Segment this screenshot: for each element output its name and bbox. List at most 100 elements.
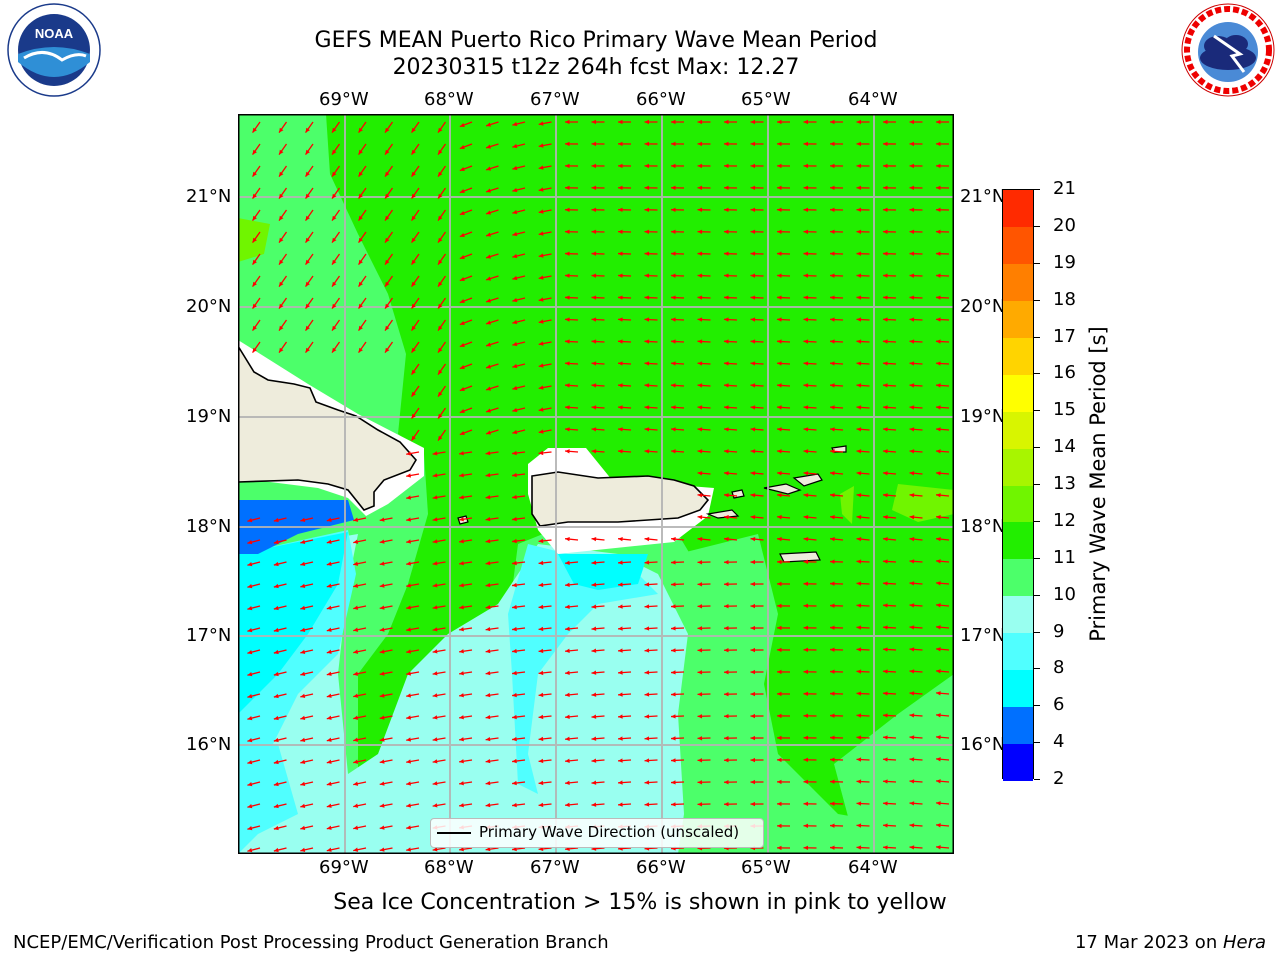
wave-arrow-head <box>750 185 756 191</box>
wave-arrow-head <box>565 229 570 234</box>
wave-arrow-head <box>512 714 517 720</box>
wave-arrow-head <box>411 391 416 397</box>
wave-arrow-head <box>485 692 491 698</box>
wave-arrow-head <box>565 427 570 432</box>
wave-arrow-head <box>485 626 491 632</box>
wave-arrow-head <box>273 803 279 809</box>
wave-arrow-head <box>830 625 835 630</box>
wave-arrow-head <box>697 670 703 675</box>
wave-arrow-head <box>565 251 570 256</box>
wave-arrow-head <box>591 273 597 278</box>
wave-arrow-head <box>803 669 809 675</box>
wave-arrow-head <box>777 163 782 169</box>
wave-arrow-head <box>909 207 915 212</box>
wave-arrow-head <box>724 581 729 587</box>
wave-arrow-head <box>697 536 703 542</box>
wave-arrow-head <box>883 163 888 169</box>
colorbar-tick-mark <box>1034 299 1040 301</box>
wave-arrow-head <box>750 427 756 432</box>
wave-arrow-head <box>538 450 544 456</box>
field-8-9-sw <box>238 744 298 854</box>
wave-arrow-head <box>777 581 782 587</box>
wave-arrow-head <box>332 281 337 287</box>
wave-arrow-head <box>512 802 517 808</box>
wave-arrow-head <box>358 215 363 221</box>
wave-arrow-head <box>777 603 782 609</box>
wave-arrow-head <box>644 648 650 653</box>
wave-arrow-head <box>671 758 676 763</box>
wave-arrow-head <box>512 758 517 764</box>
wave-arrow-head <box>485 494 491 500</box>
wave-arrow-head <box>252 193 257 199</box>
wave-arrow-head <box>485 472 491 478</box>
wave-arrow-head <box>856 295 862 300</box>
wave-arrow-head <box>538 780 544 786</box>
wave-arrow-head <box>856 515 862 520</box>
wave-arrow-head <box>644 141 650 147</box>
wave-arrow-head <box>486 386 492 391</box>
wave-arrow-head <box>883 207 888 212</box>
wave-arrow-head <box>777 493 782 498</box>
field-6-8-west <box>238 532 348 714</box>
wave-arrow-head <box>353 561 359 566</box>
wave-arrow-head <box>856 317 862 322</box>
wave-arrow-head <box>565 648 570 653</box>
wave-arrow-head <box>697 295 703 300</box>
wave-arrow-head <box>459 144 465 150</box>
colorbar-label: Primary Wave Mean Period [s] <box>1086 326 1110 642</box>
wave-arrow-head <box>856 163 862 169</box>
wave-arrow-head <box>830 383 835 388</box>
wave-arrow-head <box>379 825 385 830</box>
wave-arrow-head <box>644 582 650 587</box>
wave-arrow-head <box>565 536 570 542</box>
wave-arrow-head <box>438 171 443 177</box>
wave-arrow-head <box>909 383 915 388</box>
wave-arrow-head <box>538 319 544 324</box>
wave-arrow-head <box>459 495 464 500</box>
wave-arrow-head <box>512 648 517 654</box>
colorbar-tick-mark <box>1034 668 1040 670</box>
wave-arrow-head <box>512 385 518 391</box>
colorbar-segment <box>1003 190 1033 228</box>
wave-arrow-head <box>909 691 915 696</box>
wave-arrow-head <box>724 119 729 125</box>
wave-arrow-head <box>936 361 941 366</box>
wave-arrow-head <box>406 473 412 478</box>
wave-arrow-head <box>379 649 385 654</box>
wave-arrow-head <box>777 691 782 697</box>
wave-arrow-head <box>618 714 623 719</box>
wave-arrow-head <box>332 193 337 199</box>
wave-arrow-head <box>538 253 544 258</box>
wave-arrow-head <box>438 193 443 199</box>
wave-arrow-head <box>326 781 332 786</box>
wave-arrow-head <box>459 451 464 456</box>
wave-arrow-head <box>459 342 465 348</box>
wave-arrow-head <box>512 604 517 610</box>
wave-arrow-head <box>883 801 888 806</box>
wave-arrow-head <box>411 325 416 331</box>
wave-arrow-head <box>883 295 888 300</box>
wave-arrow-head <box>247 782 253 787</box>
colorbar-tick-mark <box>1034 520 1040 522</box>
wave-arrow-head <box>750 559 756 565</box>
colorbar-segment <box>1003 263 1033 302</box>
wave-arrow-head <box>671 119 676 125</box>
credit-text: NCEP/EMC/Verification Post Processing Pr… <box>13 932 609 953</box>
wave-arrow-head <box>438 347 443 353</box>
wave-arrow-head <box>883 823 888 828</box>
wave-arrow-head <box>565 449 570 454</box>
wave-arrow-head <box>830 779 835 784</box>
wave-arrow-head <box>644 163 650 169</box>
wave-arrow-head <box>252 149 257 155</box>
wave-arrow-head <box>883 427 888 432</box>
wave-arrow-head <box>459 473 464 478</box>
lat-label-left: 17°N <box>186 625 232 646</box>
lat-label-left: 16°N <box>186 734 232 755</box>
wave-arrow-head <box>486 276 492 281</box>
wave-arrow-head <box>750 493 756 498</box>
wave-arrow-head <box>724 185 729 191</box>
wave-arrow-head <box>591 185 597 191</box>
wave-arrow-head <box>379 847 385 852</box>
wave-arrow-head <box>644 427 650 432</box>
wave-arrow-head <box>326 649 332 654</box>
